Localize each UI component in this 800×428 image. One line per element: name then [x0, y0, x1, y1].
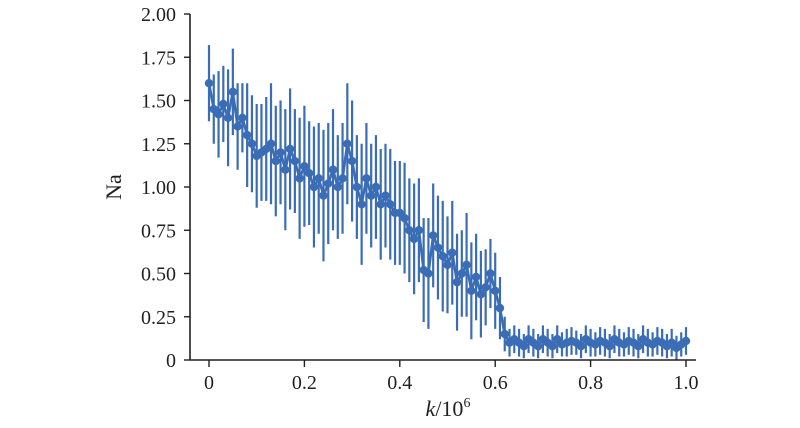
- data-point: [491, 286, 500, 295]
- data-point: [223, 113, 233, 123]
- data-point: [347, 156, 357, 166]
- data-point: [357, 200, 366, 209]
- data-point: [371, 182, 381, 192]
- data-point: [386, 200, 395, 209]
- y-tick-label: 0.75: [141, 220, 176, 242]
- data-point: [443, 260, 452, 270]
- x-axis-label: k/106: [426, 396, 471, 421]
- data-point: [271, 156, 280, 166]
- data-point: [366, 191, 376, 200]
- data-point: [295, 174, 304, 183]
- data-point: [452, 277, 462, 287]
- data-point: [476, 290, 486, 299]
- y-tick-label: 1.25: [141, 134, 176, 156]
- data-point: [457, 269, 467, 278]
- x-tick-label: 0.6: [483, 372, 508, 394]
- data-point: [328, 165, 338, 174]
- y-tick-label: 1.75: [141, 47, 176, 69]
- y-tick-label: 1.00: [141, 177, 176, 199]
- y-tick-label: 2.00: [141, 4, 176, 26]
- data-point: [409, 234, 419, 244]
- data-point: [495, 303, 505, 313]
- data-point: [238, 113, 247, 123]
- data-point: [290, 156, 300, 166]
- data-point: [428, 231, 438, 240]
- x-tick-label: 1.0: [674, 372, 699, 394]
- data-point: [576, 341, 586, 351]
- data-point: [228, 87, 238, 97]
- data-point: [362, 174, 371, 183]
- y-ticks: 0 0.25 0.50 0.75 1.00 1.25 1.50 1.75 2.00: [141, 4, 190, 372]
- data-point: [309, 182, 319, 192]
- y-tick-label: 1.50: [141, 91, 176, 113]
- x-tick-label: 0.4: [387, 372, 412, 394]
- y-tick-label: 0.25: [141, 307, 176, 329]
- x-tick-label: 0.2: [292, 372, 317, 394]
- data-point: [343, 139, 352, 148]
- data-point: [681, 336, 691, 346]
- x-axis-label-exponent: 6: [463, 396, 470, 411]
- data-point: [486, 269, 495, 278]
- data-point: [438, 252, 447, 261]
- data-point: [233, 122, 242, 131]
- x-ticks: 0 0.2 0.4 0.6 0.8 1.0: [204, 360, 699, 394]
- data-point: [448, 248, 457, 257]
- y-tick-label: 0: [166, 350, 176, 372]
- data-point: [281, 165, 290, 174]
- data-point: [304, 168, 314, 178]
- x-axis-label-unit: /10: [435, 396, 463, 421]
- data-point: [400, 213, 409, 223]
- data-point: [634, 341, 643, 351]
- data-point: [300, 162, 309, 171]
- plot-area: [204, 45, 691, 360]
- data-point: [319, 191, 328, 200]
- data-point: [376, 200, 385, 209]
- data-point: [314, 174, 323, 183]
- data-point: [242, 130, 252, 140]
- data-point: [481, 283, 490, 292]
- data-point: [276, 148, 285, 157]
- data-point: [471, 272, 481, 282]
- x-axis-label-variable: k: [426, 396, 437, 421]
- data-point: [500, 329, 509, 339]
- data-point: [548, 341, 557, 351]
- data-point: [214, 110, 223, 119]
- x-tick-label: 0: [204, 372, 214, 394]
- data-point: [462, 260, 471, 270]
- data-point: [433, 243, 443, 252]
- data-point: [605, 341, 614, 351]
- y-axis-label: Na: [101, 174, 126, 200]
- data-point: [533, 341, 543, 351]
- data-point: [424, 269, 433, 278]
- data-point: [219, 99, 228, 109]
- data-point: [266, 139, 276, 148]
- data-point: [467, 286, 476, 295]
- data-point: [204, 79, 214, 88]
- data-point: [381, 191, 390, 200]
- data-point: [338, 174, 347, 183]
- data-point: [324, 179, 333, 188]
- data-point: [333, 182, 342, 192]
- data-point: [519, 341, 529, 351]
- y-tick-label: 0.50: [141, 264, 176, 286]
- data-point: [285, 144, 295, 154]
- x-tick-label: 0.8: [578, 372, 603, 394]
- data-point: [247, 139, 257, 148]
- data-point: [414, 226, 424, 235]
- data-point: [352, 182, 362, 192]
- data-point: [405, 226, 414, 235]
